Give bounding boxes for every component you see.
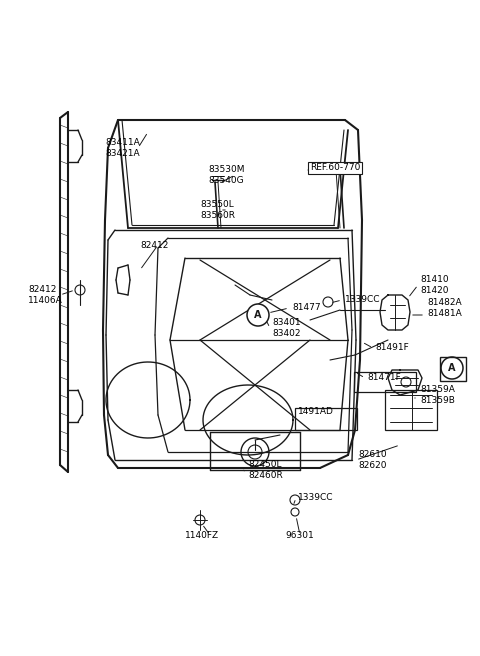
Text: 1339CC: 1339CC — [345, 295, 381, 304]
Text: REF.60-770: REF.60-770 — [310, 163, 360, 173]
Bar — [295, 408, 357, 430]
Text: 83401
83402: 83401 83402 — [272, 318, 300, 338]
Circle shape — [195, 515, 205, 525]
Text: 81477: 81477 — [292, 304, 321, 312]
Text: 81410
81420: 81410 81420 — [420, 275, 449, 295]
Text: 1339CC: 1339CC — [298, 493, 334, 502]
Text: 1140FZ: 1140FZ — [185, 531, 219, 539]
Circle shape — [290, 495, 300, 505]
Circle shape — [247, 304, 269, 326]
Circle shape — [441, 357, 463, 379]
Text: 83550L
83560R: 83550L 83560R — [200, 200, 235, 220]
Text: A: A — [448, 363, 456, 373]
Text: 81359A
81359B: 81359A 81359B — [420, 385, 455, 405]
Text: 81471F: 81471F — [367, 373, 401, 382]
Text: 83411A
83421A: 83411A 83421A — [105, 138, 140, 158]
Text: 81482A
81481A: 81482A 81481A — [427, 298, 462, 318]
Text: 96301: 96301 — [285, 531, 314, 539]
Bar — [385, 390, 437, 430]
Bar — [440, 357, 466, 381]
Circle shape — [75, 285, 85, 295]
Text: 1491AD: 1491AD — [298, 407, 334, 417]
Text: 82610
82620: 82610 82620 — [358, 450, 386, 470]
Text: 81491F: 81491F — [375, 344, 409, 352]
Text: 83530M
83540G: 83530M 83540G — [208, 165, 244, 185]
Text: 82412: 82412 — [140, 241, 168, 249]
Bar — [354, 372, 416, 392]
Text: A: A — [254, 310, 262, 320]
Circle shape — [323, 297, 333, 307]
Text: 82412
11406A: 82412 11406A — [28, 285, 63, 305]
Circle shape — [291, 508, 299, 516]
Text: 82450L
82460R: 82450L 82460R — [248, 460, 283, 480]
